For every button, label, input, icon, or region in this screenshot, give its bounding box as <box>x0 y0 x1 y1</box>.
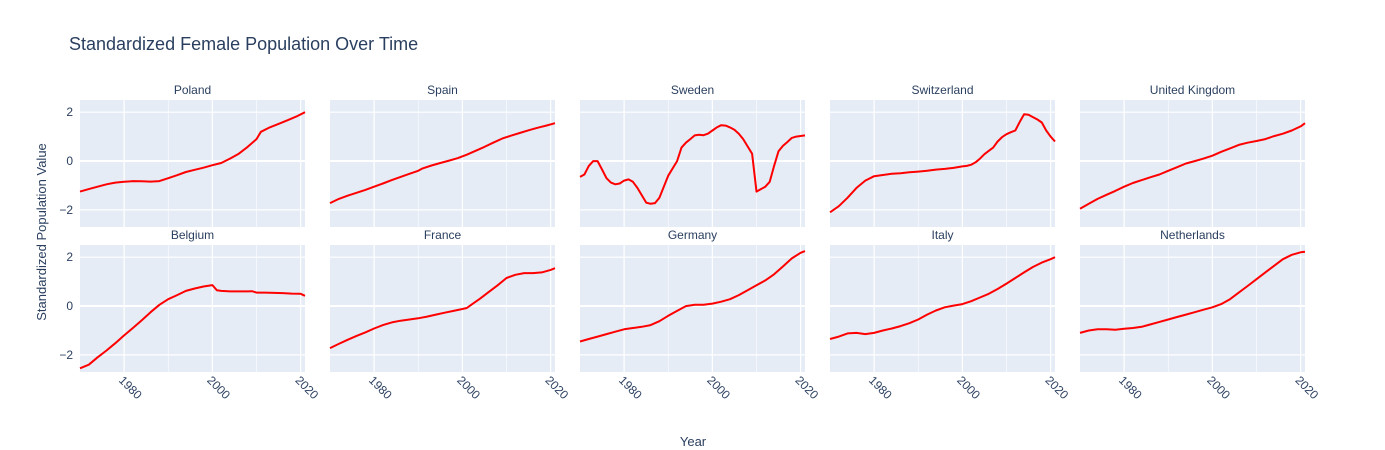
x-tick-label: 2000 <box>954 373 983 402</box>
x-tick-label: 2000 <box>704 373 733 402</box>
x-tick-label: 2000 <box>454 373 483 402</box>
plot-area <box>830 100 1055 227</box>
series-line-belgium <box>79 284 306 370</box>
subplot-title: United Kingdom <box>1150 83 1235 97</box>
plot-area <box>580 245 805 372</box>
subplot-italy: Italy 1980 2000 2020 <box>829 228 1071 402</box>
series-line-germany <box>579 250 806 343</box>
y-tick-label: −2 <box>59 348 73 362</box>
series-line-united-kingdom <box>1079 122 1306 210</box>
x-tick-label: 2020 <box>792 373 821 402</box>
subplot-united-kingdom: United Kingdom <box>1079 83 1306 227</box>
subplot-belgium: Belgium −2 0 2 1980 2000 2020 <box>59 228 321 402</box>
plot-area <box>80 100 305 227</box>
chart-title: Standardized Female Population Over Time <box>69 34 418 54</box>
x-tick-label: 2000 <box>204 373 233 402</box>
x-tick-label: 1980 <box>1116 373 1145 402</box>
subplot-title: Belgium <box>171 228 214 242</box>
series-line-poland <box>79 111 306 193</box>
plot-area <box>580 100 805 227</box>
y-tick-label: 2 <box>66 105 73 119</box>
series-line-italy <box>829 256 1056 340</box>
x-tick-label: 1980 <box>116 373 145 402</box>
subplot-germany: Germany 1980 2000 2020 <box>579 228 821 402</box>
series-line-netherlands <box>1079 250 1306 334</box>
x-tick-label: 2020 <box>292 373 321 402</box>
y-tick-label: 2 <box>66 250 73 264</box>
plot-area <box>80 245 305 372</box>
x-tick-label: 1980 <box>366 373 395 402</box>
x-tick-label: 2020 <box>1292 373 1321 402</box>
plot-area <box>1080 245 1305 372</box>
subplot-title: Germany <box>668 228 717 242</box>
subplot-title: Italy <box>931 228 953 242</box>
subplot-title: France <box>424 228 462 242</box>
series-line-spain <box>329 122 556 205</box>
subplot-title: Spain <box>427 83 458 97</box>
subplot-spain: Spain <box>329 83 556 227</box>
subplot-grid: Poland −2 0 2 Spain Sweden Switzerland United K… <box>59 83 1321 402</box>
series-line-sweden <box>579 124 806 205</box>
subplot-sweden: Sweden <box>579 83 806 227</box>
x-tick-label: 2020 <box>1042 373 1071 402</box>
subplot-poland: Poland −2 0 2 <box>59 83 306 227</box>
y-axis-title: Standardized Population Value <box>34 143 49 321</box>
x-tick-label: 1980 <box>616 373 645 402</box>
subplot-switzerland: Switzerland <box>829 83 1056 227</box>
subplot-title: Poland <box>174 83 211 97</box>
y-tick-label: −2 <box>59 203 73 217</box>
plot-area <box>330 100 555 227</box>
subplot-netherlands: Netherlands 1980 2000 2020 <box>1079 228 1321 402</box>
plot-area <box>1080 100 1305 227</box>
series-line-france <box>329 267 556 350</box>
x-tick-label: 1980 <box>866 373 895 402</box>
plot-area <box>330 245 555 372</box>
series-line-switzerland <box>829 113 1056 214</box>
subplot-title: Switzerland <box>911 83 973 97</box>
y-tick-label: 0 <box>66 154 73 168</box>
subplot-title: Sweden <box>671 83 714 97</box>
x-tick-label: 2000 <box>1204 373 1233 402</box>
subplot-title: Netherlands <box>1160 228 1225 242</box>
x-axis-title: Year <box>680 434 707 449</box>
y-tick-label: 0 <box>66 299 73 313</box>
subplot-france: France 1980 2000 2020 <box>329 228 571 402</box>
x-tick-label: 2020 <box>542 373 571 402</box>
